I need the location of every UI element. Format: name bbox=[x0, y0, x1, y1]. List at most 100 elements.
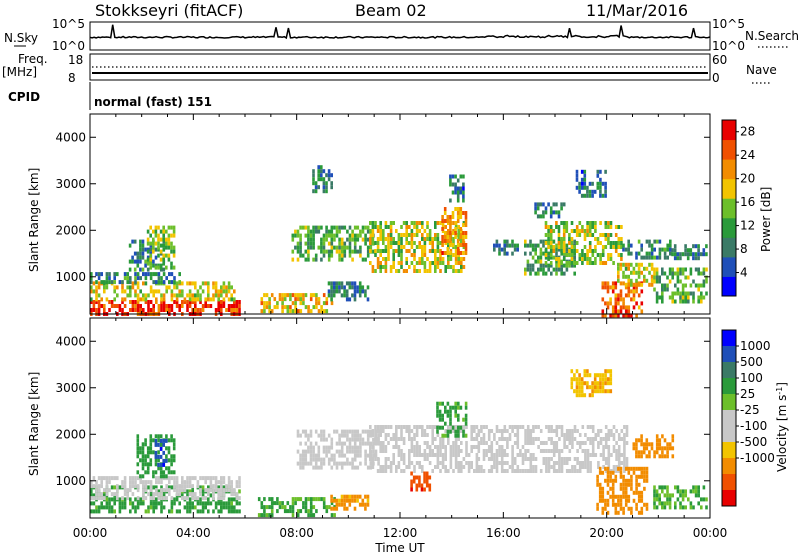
velocity-cell bbox=[353, 445, 357, 450]
power-cell bbox=[348, 249, 352, 254]
power-cell bbox=[235, 300, 239, 304]
velocity-cell bbox=[217, 501, 220, 506]
velocity-cell bbox=[593, 385, 597, 390]
velocity-cell bbox=[333, 457, 336, 462]
power-cell bbox=[573, 249, 576, 253]
power-cell bbox=[552, 267, 556, 272]
power-cell bbox=[408, 241, 411, 245]
power-cell bbox=[131, 259, 134, 264]
power-cell bbox=[397, 233, 401, 237]
power-cell bbox=[129, 293, 132, 298]
power-cell bbox=[131, 285, 135, 290]
power-cell bbox=[369, 241, 372, 245]
velocity-cell bbox=[666, 493, 669, 498]
velocity-cell bbox=[580, 393, 584, 398]
power-cell bbox=[291, 233, 295, 238]
power-cell bbox=[160, 280, 163, 285]
velocity-cell bbox=[348, 461, 352, 466]
power-cell bbox=[410, 229, 414, 233]
power-cell bbox=[330, 241, 334, 246]
velocity-cell bbox=[121, 505, 124, 510]
velocity-cell bbox=[516, 425, 520, 429]
power-cell bbox=[689, 248, 693, 253]
power-cell bbox=[562, 229, 566, 233]
velocity-cell bbox=[446, 409, 450, 414]
power-cell bbox=[578, 185, 581, 190]
velocity-cell bbox=[640, 490, 644, 495]
velocity-cell bbox=[233, 492, 236, 497]
velocity-cell bbox=[666, 446, 669, 451]
power-cell bbox=[299, 245, 302, 250]
velocity-cell bbox=[591, 429, 595, 433]
velocity-cell bbox=[516, 453, 520, 457]
velocity-cell bbox=[500, 437, 504, 441]
power-cell bbox=[217, 300, 220, 304]
velocity-cell bbox=[661, 454, 664, 459]
velocity-cell bbox=[136, 476, 140, 481]
velocity-cell bbox=[604, 425, 608, 429]
velocity-cell bbox=[421, 425, 424, 429]
velocity-cell bbox=[640, 454, 643, 459]
power-cell bbox=[181, 289, 184, 294]
power-cell bbox=[423, 249, 427, 253]
velocity-cell bbox=[444, 465, 447, 469]
power-cell bbox=[128, 243, 132, 248]
velocity-cell bbox=[438, 413, 442, 418]
power-cell bbox=[441, 219, 444, 223]
velocity-cell bbox=[439, 449, 442, 453]
velocity-cell bbox=[291, 501, 295, 506]
velocity-cell bbox=[369, 461, 373, 466]
power-cell bbox=[136, 293, 140, 298]
velocity-cell bbox=[607, 457, 611, 461]
velocity-cell bbox=[296, 433, 300, 438]
power-cell bbox=[452, 221, 455, 225]
velocity-cell bbox=[214, 480, 218, 485]
velocity-cell bbox=[412, 475, 416, 480]
velocity-cell bbox=[444, 445, 447, 449]
power-cell bbox=[630, 270, 633, 275]
power-cell bbox=[547, 257, 550, 261]
velocity-cell bbox=[503, 437, 507, 441]
power-cell bbox=[376, 245, 380, 249]
velocity-cell bbox=[601, 373, 605, 378]
power-cell bbox=[152, 304, 155, 308]
power-cell bbox=[547, 202, 550, 207]
power-cell bbox=[227, 297, 231, 302]
velocity-cell bbox=[619, 486, 623, 491]
velocity-cell bbox=[123, 492, 127, 497]
velocity-cell bbox=[346, 445, 349, 450]
velocity-cell bbox=[451, 405, 455, 410]
velocity-cell bbox=[663, 446, 667, 451]
power-cell bbox=[705, 267, 708, 272]
power-cell bbox=[152, 241, 155, 246]
velocity-cell bbox=[615, 453, 618, 457]
power-cell bbox=[142, 281, 145, 286]
power-cell bbox=[581, 229, 584, 233]
velocity-cell bbox=[465, 461, 468, 465]
velocity-cell bbox=[340, 453, 344, 458]
velocity-cell bbox=[558, 425, 561, 429]
power-cell bbox=[209, 297, 213, 302]
power-cell bbox=[601, 193, 605, 198]
velocity-cell bbox=[147, 505, 150, 510]
power-cell bbox=[588, 181, 592, 186]
velocity-cell bbox=[495, 429, 499, 433]
velocity-cell bbox=[100, 476, 103, 481]
velocity-cell bbox=[619, 474, 623, 479]
velocity-cell bbox=[356, 453, 360, 458]
velocity-cell bbox=[454, 409, 457, 414]
power-cell bbox=[146, 229, 150, 234]
power-cell bbox=[570, 221, 574, 225]
velocity-cell bbox=[511, 461, 514, 465]
velocity-cell bbox=[457, 437, 460, 441]
velocity-cell bbox=[402, 437, 406, 441]
velocity-cell bbox=[623, 425, 626, 429]
velocity-cell bbox=[188, 492, 192, 497]
power-cell bbox=[529, 271, 532, 276]
velocity-cell bbox=[217, 492, 220, 497]
power-cell bbox=[415, 221, 419, 225]
power-cell bbox=[273, 297, 277, 302]
velocity-cell bbox=[353, 441, 357, 446]
power-heatmap bbox=[90, 165, 708, 318]
power-cell bbox=[395, 229, 398, 233]
